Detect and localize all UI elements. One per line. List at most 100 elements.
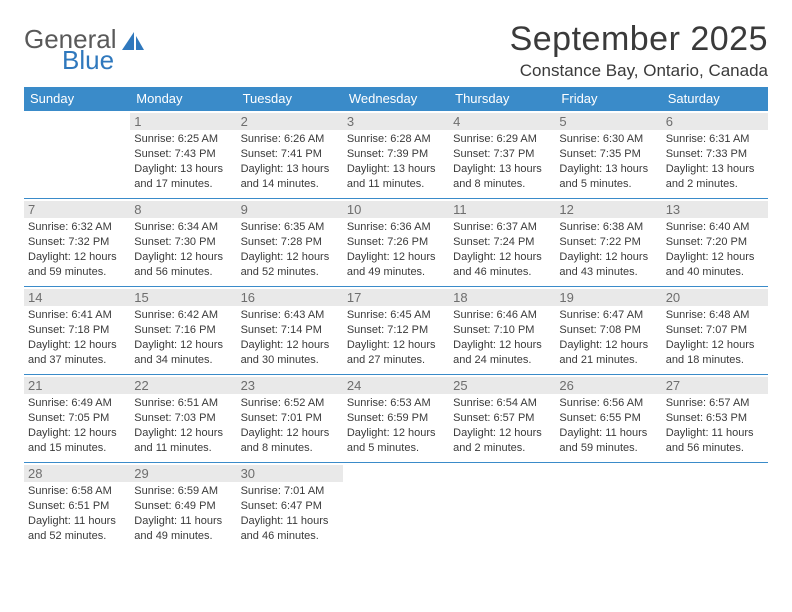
daylight-line: Daylight: 12 hours: [666, 250, 764, 265]
daylight-line: Daylight: 12 hours: [453, 250, 551, 265]
sunset-line: Sunset: 6:55 PM: [559, 411, 657, 426]
sunset-line: Sunset: 7:18 PM: [28, 323, 126, 338]
calendar-cell: 27Sunrise: 6:57 AMSunset: 6:53 PMDayligh…: [662, 374, 768, 462]
sunrise-line: Sunrise: 6:46 AM: [453, 308, 551, 323]
daylight-line: Daylight: 12 hours: [559, 250, 657, 265]
day-header: Sunday: [24, 87, 130, 110]
sunrise-line: Sunrise: 6:31 AM: [666, 132, 764, 147]
calendar-cell-empty: [24, 110, 130, 198]
daylight-line: and 2 minutes.: [666, 177, 764, 192]
daylight-line: and 11 minutes.: [134, 441, 232, 456]
daylight-line: Daylight: 12 hours: [241, 338, 339, 353]
sunset-line: Sunset: 7:37 PM: [453, 147, 551, 162]
day-number: 5: [555, 113, 661, 130]
sunrise-line: Sunrise: 7:01 AM: [241, 484, 339, 499]
day-number: 8: [130, 201, 236, 218]
calendar-cell: 6Sunrise: 6:31 AMSunset: 7:33 PMDaylight…: [662, 110, 768, 198]
calendar-cell: 15Sunrise: 6:42 AMSunset: 7:16 PMDayligh…: [130, 286, 236, 374]
daylight-line: Daylight: 12 hours: [134, 338, 232, 353]
calendar-cell: 28Sunrise: 6:58 AMSunset: 6:51 PMDayligh…: [24, 462, 130, 550]
sunset-line: Sunset: 7:33 PM: [666, 147, 764, 162]
daylight-line: and 49 minutes.: [134, 529, 232, 544]
day-number: 3: [343, 113, 449, 130]
day-number: 30: [237, 465, 343, 482]
daylight-line: and 5 minutes.: [347, 441, 445, 456]
calendar-cell: 14Sunrise: 6:41 AMSunset: 7:18 PMDayligh…: [24, 286, 130, 374]
daylight-line: and 52 minutes.: [241, 265, 339, 280]
day-number: 2: [237, 113, 343, 130]
daylight-line: and 30 minutes.: [241, 353, 339, 368]
day-number: 23: [237, 377, 343, 394]
day-number: 24: [343, 377, 449, 394]
sunset-line: Sunset: 7:05 PM: [28, 411, 126, 426]
sunrise-line: Sunrise: 6:54 AM: [453, 396, 551, 411]
daylight-line: and 27 minutes.: [347, 353, 445, 368]
calendar-cell: 25Sunrise: 6:54 AMSunset: 6:57 PMDayligh…: [449, 374, 555, 462]
sunrise-line: Sunrise: 6:53 AM: [347, 396, 445, 411]
sunrise-line: Sunrise: 6:32 AM: [28, 220, 126, 235]
day-header: Thursday: [449, 87, 555, 110]
day-number: 17: [343, 289, 449, 306]
sunrise-line: Sunrise: 6:30 AM: [559, 132, 657, 147]
calendar-cell: 7Sunrise: 6:32 AMSunset: 7:32 PMDaylight…: [24, 198, 130, 286]
daylight-line: Daylight: 13 hours: [453, 162, 551, 177]
daylight-line: and 46 minutes.: [241, 529, 339, 544]
sunset-line: Sunset: 7:24 PM: [453, 235, 551, 250]
sunset-line: Sunset: 7:30 PM: [134, 235, 232, 250]
sunrise-line: Sunrise: 6:36 AM: [347, 220, 445, 235]
calendar-cell: 20Sunrise: 6:48 AMSunset: 7:07 PMDayligh…: [662, 286, 768, 374]
daylight-line: Daylight: 12 hours: [134, 250, 232, 265]
day-number: 7: [24, 201, 130, 218]
calendar-cell-empty: [555, 462, 661, 550]
sunset-line: Sunset: 7:01 PM: [241, 411, 339, 426]
sunrise-line: Sunrise: 6:59 AM: [134, 484, 232, 499]
daylight-line: and 18 minutes.: [666, 353, 764, 368]
sunrise-line: Sunrise: 6:52 AM: [241, 396, 339, 411]
sunset-line: Sunset: 7:26 PM: [347, 235, 445, 250]
sunrise-line: Sunrise: 6:47 AM: [559, 308, 657, 323]
daylight-line: Daylight: 11 hours: [241, 514, 339, 529]
daylight-line: and 52 minutes.: [28, 529, 126, 544]
calendar-cell: 26Sunrise: 6:56 AMSunset: 6:55 PMDayligh…: [555, 374, 661, 462]
day-number: 15: [130, 289, 236, 306]
sunrise-line: Sunrise: 6:48 AM: [666, 308, 764, 323]
calendar-cell: 8Sunrise: 6:34 AMSunset: 7:30 PMDaylight…: [130, 198, 236, 286]
day-number: 27: [662, 377, 768, 394]
calendar-cell: 9Sunrise: 6:35 AMSunset: 7:28 PMDaylight…: [237, 198, 343, 286]
sunrise-line: Sunrise: 6:56 AM: [559, 396, 657, 411]
sunset-line: Sunset: 7:41 PM: [241, 147, 339, 162]
daylight-line: and 14 minutes.: [241, 177, 339, 192]
sunset-line: Sunset: 7:07 PM: [666, 323, 764, 338]
brand-text: General Blue: [24, 26, 117, 75]
daylight-line: Daylight: 13 hours: [666, 162, 764, 177]
daylight-line: and 24 minutes.: [453, 353, 551, 368]
daylight-line: Daylight: 12 hours: [453, 426, 551, 441]
daylight-line: Daylight: 12 hours: [241, 426, 339, 441]
day-header: Friday: [555, 87, 661, 110]
day-number: 26: [555, 377, 661, 394]
day-number: 28: [24, 465, 130, 482]
calendar-cell: 19Sunrise: 6:47 AMSunset: 7:08 PMDayligh…: [555, 286, 661, 374]
sunset-line: Sunset: 7:10 PM: [453, 323, 551, 338]
sunset-line: Sunset: 7:08 PM: [559, 323, 657, 338]
calendar-cell: 16Sunrise: 6:43 AMSunset: 7:14 PMDayligh…: [237, 286, 343, 374]
daylight-line: Daylight: 12 hours: [241, 250, 339, 265]
calendar-cell: 18Sunrise: 6:46 AMSunset: 7:10 PMDayligh…: [449, 286, 555, 374]
daylight-line: Daylight: 12 hours: [134, 426, 232, 441]
sunrise-line: Sunrise: 6:45 AM: [347, 308, 445, 323]
daylight-line: and 8 minutes.: [241, 441, 339, 456]
sunset-line: Sunset: 7:20 PM: [666, 235, 764, 250]
sunrise-line: Sunrise: 6:29 AM: [453, 132, 551, 147]
daylight-line: Daylight: 13 hours: [241, 162, 339, 177]
day-number: 10: [343, 201, 449, 218]
daylight-line: and 37 minutes.: [28, 353, 126, 368]
sunset-line: Sunset: 7:28 PM: [241, 235, 339, 250]
sunrise-line: Sunrise: 6:58 AM: [28, 484, 126, 499]
daylight-line: and 49 minutes.: [347, 265, 445, 280]
calendar-cell: 1Sunrise: 6:25 AMSunset: 7:43 PMDaylight…: [130, 110, 236, 198]
calendar-cell: 3Sunrise: 6:28 AMSunset: 7:39 PMDaylight…: [343, 110, 449, 198]
day-number: 11: [449, 201, 555, 218]
brand-logo: General Blue: [24, 20, 146, 75]
sunrise-line: Sunrise: 6:51 AM: [134, 396, 232, 411]
daylight-line: Daylight: 12 hours: [347, 338, 445, 353]
